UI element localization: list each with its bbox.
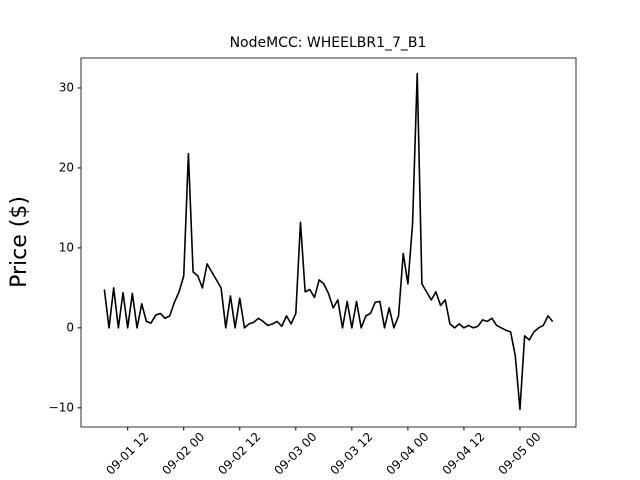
chart-title: NodeMCC: WHEELBR1_7_B1 xyxy=(230,35,427,51)
y-tick-label: 0 xyxy=(66,320,74,334)
axes-frame xyxy=(80,57,577,428)
y-tick-label: 30 xyxy=(59,80,74,94)
y-tick-label: 10 xyxy=(59,240,74,254)
y-tick-label: 20 xyxy=(59,160,74,174)
y-axis-label: Price ($) xyxy=(7,196,32,288)
price-line xyxy=(103,72,554,411)
y-tick-label: −10 xyxy=(49,400,74,414)
